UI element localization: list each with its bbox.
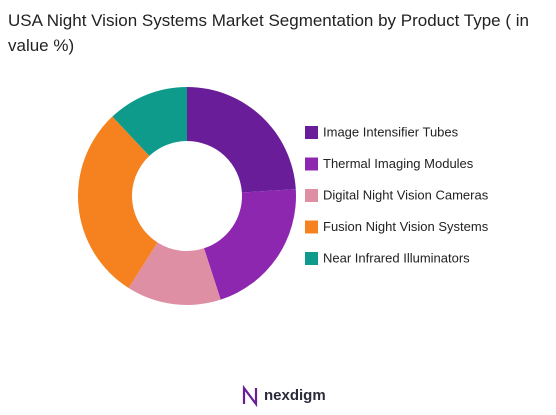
legend-swatch — [305, 189, 318, 202]
donut-slice — [78, 116, 158, 289]
legend-swatch — [305, 252, 318, 265]
donut-slice — [128, 242, 221, 305]
chart-title: USA Night Vision Systems Market Segmenta… — [8, 11, 529, 55]
legend-label: Near Infrared Illuminators — [323, 250, 470, 265]
legend-label: Image Intensifier Tubes — [323, 124, 459, 139]
legend-label: Thermal Imaging Modules — [323, 156, 474, 171]
legend-swatch — [305, 220, 318, 234]
legend-label: Fusion Night Vision Systems — [323, 219, 489, 234]
donut-slice — [112, 87, 187, 156]
logo-icon — [242, 384, 258, 408]
legend-swatch — [305, 157, 318, 171]
brand: nexdigm — [264, 387, 326, 404]
donut-slice — [187, 87, 296, 193]
legend-label: Digital Night Vision Cameras — [323, 187, 489, 202]
legend-swatch — [305, 126, 318, 139]
donut-slice — [203, 189, 296, 300]
